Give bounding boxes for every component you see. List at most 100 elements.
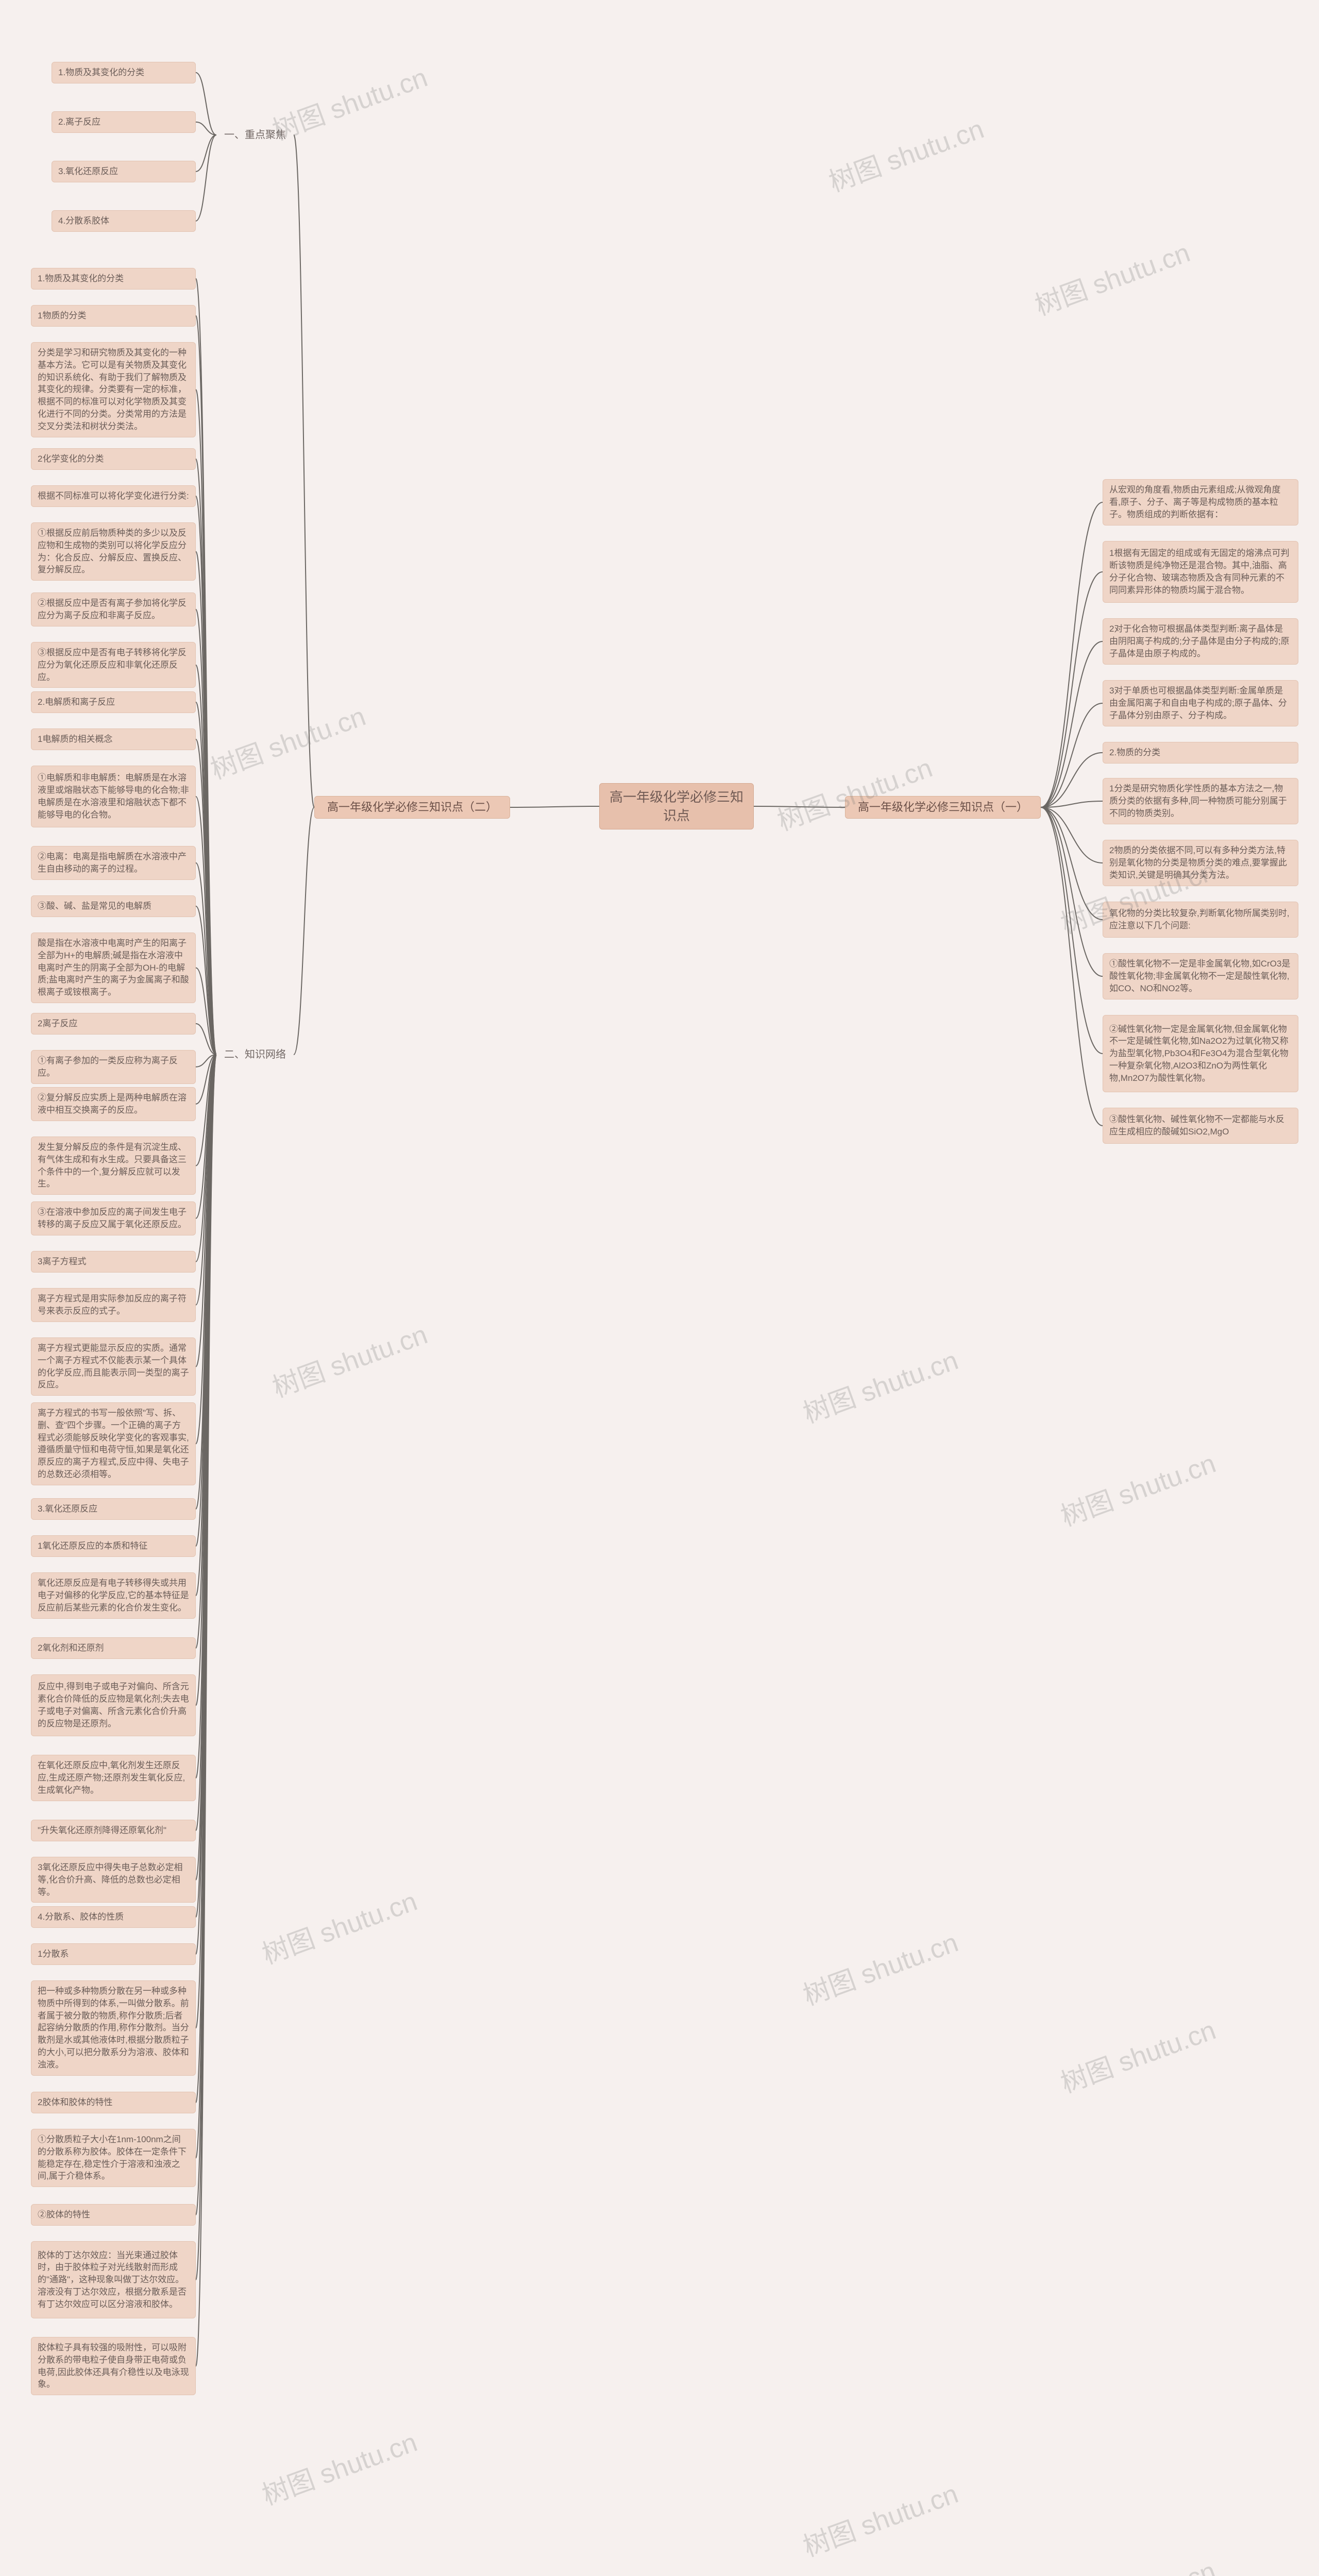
right-leaf-10[interactable]: ③酸性氧化物、碱性氧化物不一定都能与水反应生成相应的酸碱如SiO2,MgO [1103,1108,1298,1144]
sec2-leaf-28-label: 在氧化还原反应中,氧化剂发生还原反应,生成还原产物;还原剂发生氧化反应,生成氧化… [38,1759,189,1796]
sec2-leaf-8[interactable]: 2.电解质和离子反应 [31,691,196,713]
right-leaf-2-label: 2对于化合物可根据晶体类型判断:离子晶体是由阴阳离子构成的;分子晶体是由分子构成… [1109,623,1292,659]
sec2-leaf-12[interactable]: ③酸、碱、盐是常见的电解质 [31,895,196,917]
sec2-leaf-17-label: 发生复分解反应的条件是有沉淀生成、有气体生成和有水生成。只要具备这三个条件中的一… [38,1141,189,1190]
sec2-leaf-15-label: ①有离子参加的一类反应称为离子反应。 [38,1055,189,1079]
sec2-leaf-37-label: 胶体的丁达尔效应：当光束通过胶体时，由于胶体粒子对光线散射而形成的"通路"，这种… [38,2249,189,2311]
sec2-leaf-23[interactable]: 3.氧化还原反应 [31,1498,196,1520]
sec1-leaf-0[interactable]: 1.物质及其变化的分类 [52,62,196,83]
sec2-leaf-0-label: 1.物质及其变化的分类 [38,273,124,285]
sec2-leaf-32[interactable]: 1分散系 [31,1943,196,1965]
sec1-leaf-2[interactable]: 3.氧化还原反应 [52,161,196,182]
section-focus[interactable]: 一、重点聚焦 [216,126,294,144]
right-leaf-4[interactable]: 2.物质的分类 [1103,742,1298,764]
right-leaf-7[interactable]: 氧化物的分类比较复杂,判断氧化物所属类别时,应注意以下几个问题: [1103,902,1298,938]
sec2-leaf-7[interactable]: ③根据反应中是否有电子转移将化学反应分为氧化还原反应和非氧化还原反应。 [31,642,196,688]
sec1-leaf-0-label: 1.物质及其变化的分类 [58,66,144,79]
sec2-leaf-30-label: 3氧化还原反应中得失电子总数必定相等,化合价升高、降低的总数也必定相等。 [38,1861,189,1898]
sec2-leaf-17[interactable]: 发生复分解反应的条件是有沉淀生成、有气体生成和有水生成。只要具备这三个条件中的一… [31,1137,196,1195]
sec2-leaf-24-label: 1氧化还原反应的本质和特征 [38,1540,147,1552]
sec2-leaf-26-label: 2氧化剂和还原剂 [38,1642,104,1654]
sec2-leaf-31-label: 4.分散系、胶体的性质 [38,1911,124,1923]
right-leaf-1[interactable]: 1根据有无固定的组成或有无固定的熔沸点可判断该物质是纯净物还是混合物。其中,油脂… [1103,541,1298,603]
sec2-leaf-34[interactable]: 2胶体和胶体的特性 [31,2092,196,2113]
sec2-leaf-23-label: 3.氧化还原反应 [38,1503,97,1515]
sec2-leaf-38[interactable]: 胶体粒子具有较强的吸附性，可以吸附分散系的带电粒子使自身带正电荷或负电荷,因此胶… [31,2337,196,2395]
sec2-leaf-9[interactable]: 1电解质的相关概念 [31,728,196,750]
sec2-leaf-22-label: 离子方程式的书写一般依照"写、拆、删、查"四个步骤。一个正确的离子方程式必须能够… [38,1407,189,1481]
sec2-leaf-21-label: 离子方程式更能显示反应的实质。通常一个离子方程式不仅能表示某一个具体的化学反应,… [38,1342,189,1391]
sec2-leaf-12-label: ③酸、碱、盐是常见的电解质 [38,900,151,912]
sec1-leaf-3-label: 4.分散系胶体 [58,215,109,227]
section-focus-label: 一、重点聚焦 [224,128,286,142]
sec2-leaf-13[interactable]: 酸是指在水溶液中电离时产生的阳离子全部为H+的电解质;碱是指在水溶液中电离时产生… [31,933,196,1003]
sec2-leaf-2[interactable]: 分类是学习和研究物质及其变化的一种基本方法。它可以是有关物质及其变化的知识系统化… [31,342,196,437]
sec2-leaf-4-label: 根据不同标准可以将化学变化进行分类: [38,490,189,502]
root-node[interactable]: 高一年级化学必修三知识点 [599,783,754,829]
sec2-leaf-3-label: 2化学变化的分类 [38,453,104,465]
sec2-leaf-8-label: 2.电解质和离子反应 [38,696,115,708]
sec2-leaf-19-label: 3离子方程式 [38,1256,86,1268]
branch-left-label: 高一年级化学必修三知识点（二） [327,800,497,816]
section-network[interactable]: 二、知识网络 [216,1046,294,1063]
sec2-leaf-36-label: ②胶体的特性 [38,2209,90,2221]
sec2-leaf-18[interactable]: ③在溶液中参加反应的离子间发生电子转移的离子反应又属于氧化还原反应。 [31,1201,196,1235]
sec2-leaf-25-label: 氧化还原反应是有电子转移得失或共用电子对偏移的化学反应,它的基本特征是反应前后某… [38,1577,189,1614]
right-leaf-1-label: 1根据有无固定的组成或有无固定的熔沸点可判断该物质是纯净物还是混合物。其中,油脂… [1109,547,1292,596]
sec2-leaf-33[interactable]: 把一种或多种物质分散在另一种或多种物质中所得到的体系,一叫做分散系。前者属于被分… [31,1980,196,2076]
sec2-leaf-11[interactable]: ②电离：电离是指电解质在水溶液中产生自由移动的离子的过程。 [31,846,196,880]
branch-right-label: 高一年级化学必修三知识点（一） [858,800,1028,816]
sec2-leaf-34-label: 2胶体和胶体的特性 [38,2096,112,2109]
sec2-leaf-29[interactable]: "升失氧化还原剂降得还原氧化剂" [31,1820,196,1841]
sec2-leaf-13-label: 酸是指在水溶液中电离时产生的阳离子全部为H+的电解质;碱是指在水溶液中电离时产生… [38,937,189,998]
sec2-leaf-18-label: ③在溶液中参加反应的离子间发生电子转移的离子反应又属于氧化还原反应。 [38,1206,189,1231]
section-network-label: 二、知识网络 [224,1047,286,1062]
sec2-leaf-10[interactable]: ①电解质和非电解质：电解质是在水溶液里或熔融状态下能够导电的化合物;非电解质是在… [31,766,196,827]
sec2-leaf-14[interactable]: 2离子反应 [31,1013,196,1035]
right-leaf-8[interactable]: ①酸性氧化物不一定是非金属氧化物,如CrO3是酸性氧化物;非金属氧化物不一定是酸… [1103,953,1298,999]
right-leaf-2[interactable]: 2对于化合物可根据晶体类型判断:离子晶体是由阴阳离子构成的;分子晶体是由分子构成… [1103,618,1298,665]
sec2-leaf-21[interactable]: 离子方程式更能显示反应的实质。通常一个离子方程式不仅能表示某一个具体的化学反应,… [31,1337,196,1396]
right-leaf-4-label: 2.物质的分类 [1109,747,1160,759]
sec2-leaf-37[interactable]: 胶体的丁达尔效应：当光束通过胶体时，由于胶体粒子对光线散射而形成的"通路"，这种… [31,2241,196,2318]
right-leaf-3[interactable]: 3对于单质也可根据晶体类型判断:金属单质是由金属阳离子和自由电子构成的;原子晶体… [1103,680,1298,726]
right-leaf-9[interactable]: ②碱性氧化物一定是金属氧化物,但金属氧化物不一定是碱性氧化物,如Na2O2为过氧… [1103,1015,1298,1092]
sec2-leaf-0[interactable]: 1.物质及其变化的分类 [31,268,196,290]
sec2-leaf-16[interactable]: ②复分解反应实质上是两种电解质在溶液中相互交换离子的反应。 [31,1087,196,1121]
right-leaf-9-label: ②碱性氧化物一定是金属氧化物,但金属氧化物不一定是碱性氧化物,如Na2O2为过氧… [1109,1023,1292,1084]
right-leaf-5[interactable]: 1分类是研究物质化学性质的基本方法之一,物质分类的依据有多种,同一种物质可能分别… [1103,778,1298,824]
sec2-leaf-30[interactable]: 3氧化还原反应中得失电子总数必定相等,化合价升高、降低的总数也必定相等。 [31,1857,196,1903]
sec2-leaf-5-label: ①根据反应前后物质种类的多少以及反应物和生成物的类别可以将化学反应分为：化合反应… [38,527,189,576]
branch-left[interactable]: 高一年级化学必修三知识点（二） [314,796,510,819]
right-leaf-0[interactable]: 从宏观的角度看,物质由元素组成;从微观角度看,原子、分子、离子等是构成物质的基本… [1103,479,1298,526]
sec2-leaf-2-label: 分类是学习和研究物质及其变化的一种基本方法。它可以是有关物质及其变化的知识系统化… [38,347,189,433]
sec2-leaf-5[interactable]: ①根据反应前后物质种类的多少以及反应物和生成物的类别可以将化学反应分为：化合反应… [31,522,196,581]
sec2-leaf-26[interactable]: 2氧化剂和还原剂 [31,1637,196,1659]
sec2-leaf-6[interactable]: ②根据反应中是否有离子参加将化学反应分为离子反应和非离子反应。 [31,592,196,626]
edge-layer [0,0,1319,2576]
sec2-leaf-1[interactable]: 1物质的分类 [31,305,196,327]
sec2-leaf-3[interactable]: 2化学变化的分类 [31,448,196,470]
right-leaf-6[interactable]: 2物质的分类依据不同,可以有多种分类方法,特别是氧化物的分类是物质分类的难点,要… [1103,840,1298,886]
sec2-leaf-4[interactable]: 根据不同标准可以将化学变化进行分类: [31,485,196,507]
sec2-leaf-25[interactable]: 氧化还原反应是有电子转移得失或共用电子对偏移的化学反应,它的基本特征是反应前后某… [31,1572,196,1619]
sec2-leaf-28[interactable]: 在氧化还原反应中,氧化剂发生还原反应,生成还原产物;还原剂发生氧化反应,生成氧化… [31,1755,196,1801]
sec2-leaf-35[interactable]: ①分散质粒子大小在1nm-100nm之间的分散系称为胶体。胶体在一定条件下能稳定… [31,2129,196,2187]
sec2-leaf-27[interactable]: 反应中,得到电子或电子对偏向、所含元素化合价降低的反应物是氧化剂;失去电子或电子… [31,1674,196,1736]
sec1-leaf-1[interactable]: 2.离子反应 [52,111,196,133]
sec2-leaf-38-label: 胶体粒子具有较强的吸附性，可以吸附分散系的带电粒子使自身带正电荷或负电荷,因此胶… [38,2342,189,2391]
sec2-leaf-22[interactable]: 离子方程式的书写一般依照"写、拆、删、查"四个步骤。一个正确的离子方程式必须能够… [31,1402,196,1485]
sec2-leaf-20[interactable]: 离子方程式是用实际参加反应的离子符号来表示反应的式子。 [31,1288,196,1322]
branch-right[interactable]: 高一年级化学必修三知识点（一） [845,796,1041,819]
right-leaf-8-label: ①酸性氧化物不一定是非金属氧化物,如CrO3是酸性氧化物;非金属氧化物不一定是酸… [1109,958,1292,994]
sec2-leaf-36[interactable]: ②胶体的特性 [31,2204,196,2226]
sec2-leaf-31[interactable]: 4.分散系、胶体的性质 [31,1906,196,1928]
sec2-leaf-14-label: 2离子反应 [38,1018,77,1030]
sec2-leaf-19[interactable]: 3离子方程式 [31,1251,196,1273]
sec2-leaf-33-label: 把一种或多种物质分散在另一种或多种物质中所得到的体系,一叫做分散系。前者属于被分… [38,1985,189,2071]
sec2-leaf-15[interactable]: ①有离子参加的一类反应称为离子反应。 [31,1050,196,1084]
right-leaf-6-label: 2物质的分类依据不同,可以有多种分类方法,特别是氧化物的分类是物质分类的难点,要… [1109,844,1292,881]
root-label: 高一年级化学必修三知识点 [606,788,747,825]
sec2-leaf-24[interactable]: 1氧化还原反应的本质和特征 [31,1535,196,1557]
sec1-leaf-3[interactable]: 4.分散系胶体 [52,210,196,232]
